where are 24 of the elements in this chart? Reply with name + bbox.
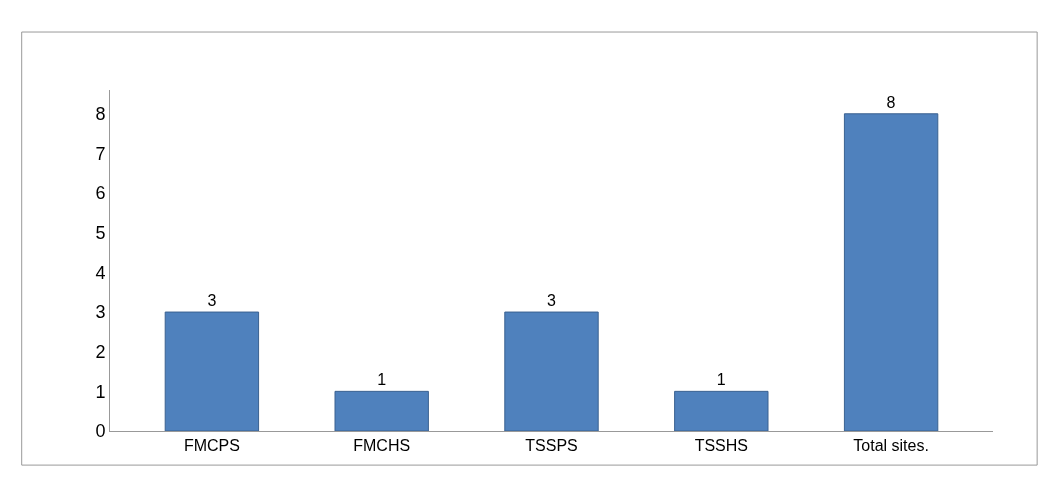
data-label: 3 (547, 292, 556, 310)
x-tick-label: TSSPS (525, 437, 578, 455)
bar (843, 113, 939, 431)
bar (334, 390, 429, 431)
data-label: 1 (377, 371, 387, 389)
y-tick-label: 7 (95, 143, 106, 164)
data-label: 8 (886, 93, 896, 111)
x-tick-label: FMCPS (183, 437, 240, 455)
data-label: 1 (716, 371, 726, 389)
y-tick-label: 5 (95, 223, 106, 244)
bar (504, 311, 599, 431)
y-tick-label: 0 (95, 421, 106, 442)
y-tick-label: 8 (95, 104, 106, 125)
data-label: 3 (207, 292, 217, 310)
y-tick-label: 1 (95, 381, 106, 402)
x-tick-label: Total sites. (853, 437, 929, 455)
y-tick-label: 4 (95, 262, 106, 283)
x-tick-label: TSSHS (694, 437, 748, 455)
x-tick-label: FMCHS (353, 437, 411, 455)
y-tick-label: 6 (95, 183, 106, 204)
y-tick-label: 3 (95, 302, 106, 323)
bar (674, 390, 769, 431)
bar (164, 311, 260, 431)
y-tick-label: 2 (95, 342, 106, 362)
